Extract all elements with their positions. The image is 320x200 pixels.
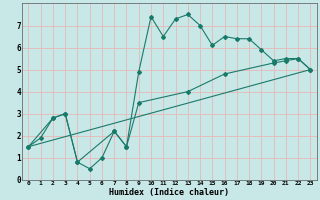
X-axis label: Humidex (Indice chaleur): Humidex (Indice chaleur) bbox=[109, 188, 229, 197]
